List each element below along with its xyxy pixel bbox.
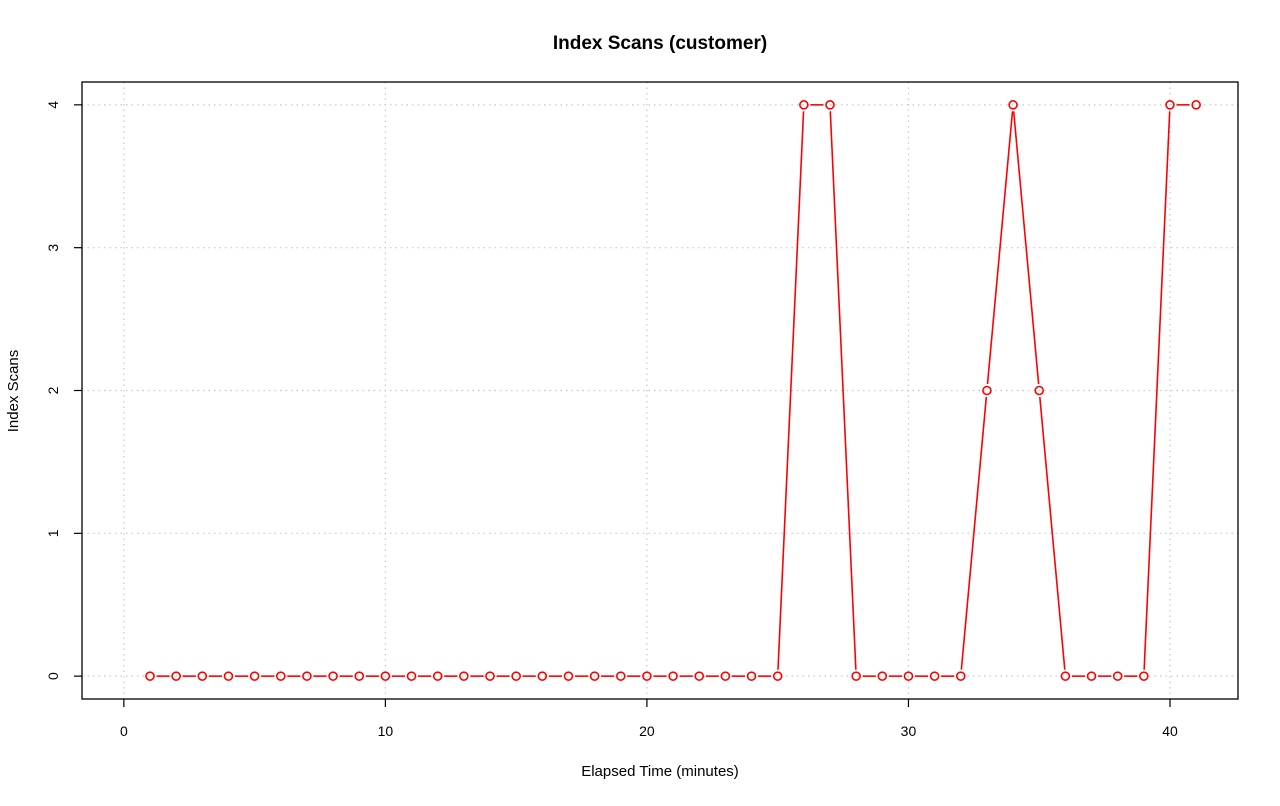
x-tick-label: 0 <box>120 723 128 739</box>
data-point <box>171 671 181 681</box>
data-point <box>589 671 600 681</box>
data-point <box>275 671 286 681</box>
x-tick-label: 20 <box>639 723 655 739</box>
series-segment <box>777 111 805 670</box>
data-point <box>563 671 574 681</box>
data-point <box>668 671 678 681</box>
y-tick-label: 1 <box>45 529 61 537</box>
data-point <box>903 671 914 681</box>
y-tick-label: 4 <box>45 101 61 109</box>
x-axis: 0 10 20 30 40 <box>120 699 1178 739</box>
data-point <box>1034 385 1045 396</box>
series-segment <box>986 111 1014 385</box>
y-tick-label: 2 <box>45 386 61 394</box>
data-point <box>694 671 705 681</box>
series-segment <box>960 396 988 670</box>
data-point <box>877 671 888 681</box>
data-point <box>432 671 443 681</box>
data-point <box>354 671 365 681</box>
data-point <box>1165 100 1175 110</box>
data-point <box>642 671 652 681</box>
x-tick-label: 40 <box>1162 723 1178 739</box>
chart-title: Index Scans (customer) <box>553 33 767 54</box>
series-index-scans <box>145 100 1201 681</box>
data-point <box>1086 671 1097 681</box>
data-point <box>249 671 260 681</box>
data-point <box>929 671 940 681</box>
data-point <box>406 671 417 681</box>
series-segment <box>1039 396 1066 670</box>
y-axis: 0 1 2 3 4 <box>45 101 82 680</box>
y-axis-label: Index Scans <box>5 350 22 433</box>
data-point <box>380 671 391 681</box>
data-point <box>537 671 548 681</box>
data-point <box>851 671 861 681</box>
data-point <box>485 671 495 681</box>
data-point <box>1008 100 1018 110</box>
series-segment <box>829 111 857 670</box>
data-point <box>328 671 338 681</box>
y-tick-label: 3 <box>45 244 61 252</box>
data-point <box>223 671 234 681</box>
data-point <box>825 100 835 110</box>
x-axis-label: Elapsed Time (minutes) <box>581 763 739 780</box>
series-segment <box>1012 111 1040 385</box>
data-point <box>615 671 626 681</box>
data-point <box>1060 671 1071 681</box>
data-point <box>1139 671 1149 681</box>
y-tick-label: 0 <box>45 672 61 680</box>
data-point <box>459 671 469 681</box>
data-point <box>1191 100 1201 110</box>
data-point <box>197 671 208 681</box>
x-tick-label: 30 <box>901 723 917 739</box>
grid-lines <box>82 82 1238 699</box>
data-point <box>746 671 757 681</box>
series-segment <box>1143 111 1171 670</box>
x-tick-label: 10 <box>378 723 394 739</box>
data-point <box>145 671 155 681</box>
data-point <box>511 671 521 681</box>
data-point <box>302 671 312 681</box>
data-point <box>720 671 731 681</box>
data-point <box>772 671 783 681</box>
data-point <box>982 385 992 396</box>
data-point <box>1112 671 1123 681</box>
data-point <box>799 100 809 110</box>
data-point <box>955 671 966 681</box>
